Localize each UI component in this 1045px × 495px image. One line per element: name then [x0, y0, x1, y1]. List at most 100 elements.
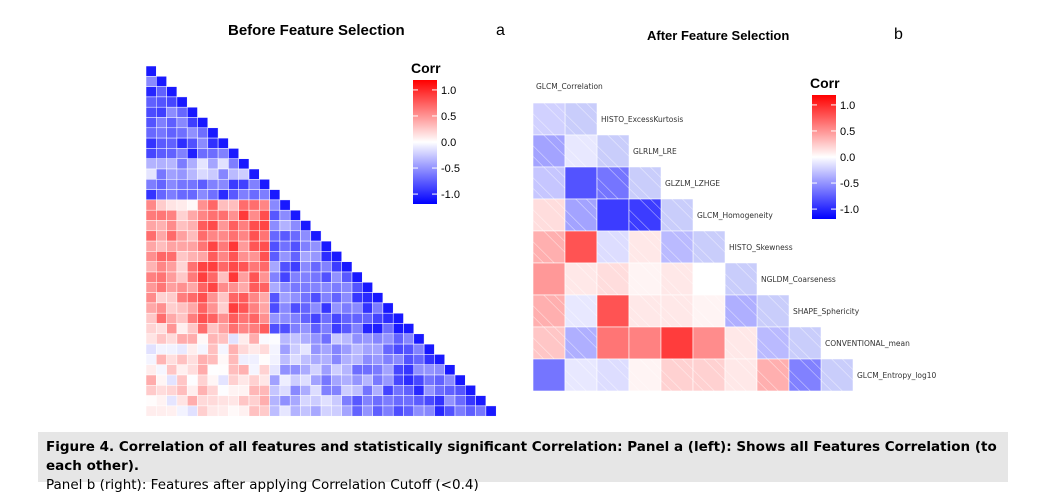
- cell-a: [166, 220, 178, 232]
- cell-a: [207, 292, 219, 304]
- cell-a: [197, 127, 209, 139]
- cell-a: [228, 158, 239, 170]
- cell-a: [176, 282, 188, 293]
- cell-a: [362, 374, 373, 386]
- cell-a: [186, 271, 198, 283]
- cell-a: [156, 86, 167, 98]
- cell-a: [362, 405, 373, 417]
- cell-a: [217, 333, 229, 345]
- cell-a: [145, 240, 157, 252]
- cell-a: [392, 354, 404, 365]
- cell-b: [564, 294, 598, 328]
- cell-a: [217, 395, 229, 407]
- cell-a: [176, 323, 188, 335]
- cell-a: [279, 312, 291, 324]
- cell-a: [423, 405, 435, 417]
- cell-a: [166, 158, 178, 170]
- cell-a: [156, 137, 167, 149]
- cell-a: [217, 312, 229, 324]
- cell-a: [145, 158, 157, 170]
- cell-a: [197, 385, 209, 396]
- cell-a: [269, 199, 281, 211]
- cell-b-hatch: [564, 369, 587, 392]
- cell-a: [320, 333, 332, 345]
- cell-b-hatch: [671, 230, 694, 253]
- cell-b-hatch: [746, 326, 758, 338]
- cell-a: [341, 282, 353, 293]
- cell-b-hatch: [532, 252, 544, 264]
- cell-b-hatch: [554, 326, 566, 338]
- cell-a: [341, 385, 353, 396]
- cell-a: [269, 271, 281, 283]
- cell-b-hatch: [628, 380, 640, 392]
- cell-a: [228, 292, 239, 304]
- cell-b: [564, 262, 598, 296]
- cell-a: [279, 333, 291, 345]
- cell-b-hatch: [596, 241, 619, 264]
- cell-a: [197, 271, 209, 283]
- cell-a: [331, 354, 342, 365]
- cell-a: [217, 261, 229, 273]
- cell-a: [207, 230, 219, 242]
- cell-a: [217, 199, 229, 211]
- cell-a: [351, 343, 363, 355]
- cell-a: [444, 374, 456, 386]
- cell-a: [156, 230, 167, 242]
- cell-b-hatch: [692, 305, 715, 328]
- cell-a: [351, 312, 363, 324]
- cell-a: [331, 364, 342, 376]
- cell-a: [310, 302, 322, 314]
- diagonal-cell-hatch: [639, 166, 662, 189]
- cell-a: [259, 240, 270, 252]
- cell-a: [217, 343, 229, 355]
- cell-a: [156, 323, 167, 335]
- cell-a: [413, 343, 425, 355]
- cell-a: [392, 405, 404, 417]
- cell-a: [289, 364, 301, 376]
- feature-label: HISTO_Skewness: [729, 243, 793, 252]
- cell-a: [279, 323, 291, 335]
- cell-b: [724, 294, 758, 328]
- cell-a: [269, 189, 281, 201]
- cell-a: [145, 385, 157, 396]
- cell-a: [186, 354, 198, 365]
- cell-a: [197, 323, 209, 335]
- cell-b-hatch: [575, 134, 598, 157]
- cell-a: [176, 127, 188, 139]
- cell-a: [434, 385, 445, 396]
- cell-b-hatch: [532, 177, 555, 200]
- cell-a: [248, 333, 260, 345]
- cell-b-hatch: [564, 220, 576, 232]
- cell-a: [279, 282, 291, 293]
- cell-b: [564, 198, 598, 232]
- cell-a: [186, 251, 198, 262]
- cell-b-hatch: [735, 326, 758, 349]
- cell-a: [465, 385, 476, 396]
- cell-a: [176, 209, 188, 221]
- cell-a: [289, 302, 301, 314]
- cell-a: [238, 343, 250, 355]
- cell-a: [248, 230, 260, 242]
- cell-a: [289, 312, 301, 324]
- cell-a: [300, 230, 312, 242]
- cell-b-hatch: [575, 326, 598, 349]
- cell-a: [351, 323, 363, 335]
- cell-a: [289, 374, 301, 386]
- cell-a: [228, 251, 239, 262]
- cell-a: [289, 240, 301, 252]
- cell-a: [207, 354, 219, 365]
- cell-a: [145, 127, 157, 139]
- cell-b: [564, 326, 598, 360]
- cell-a: [362, 312, 373, 324]
- diagonal-cell-hatch: [831, 358, 854, 381]
- cell-a: [145, 148, 157, 159]
- cell-a: [341, 374, 353, 386]
- cell-a: [197, 282, 209, 293]
- cell-b-hatch: [564, 316, 576, 328]
- diagonal-cell-hatch: [692, 241, 715, 264]
- cell-a: [197, 251, 209, 262]
- cell-a: [197, 405, 209, 417]
- cell-b-hatch: [660, 316, 672, 328]
- cell-a: [248, 374, 260, 386]
- cell-a: [289, 282, 301, 293]
